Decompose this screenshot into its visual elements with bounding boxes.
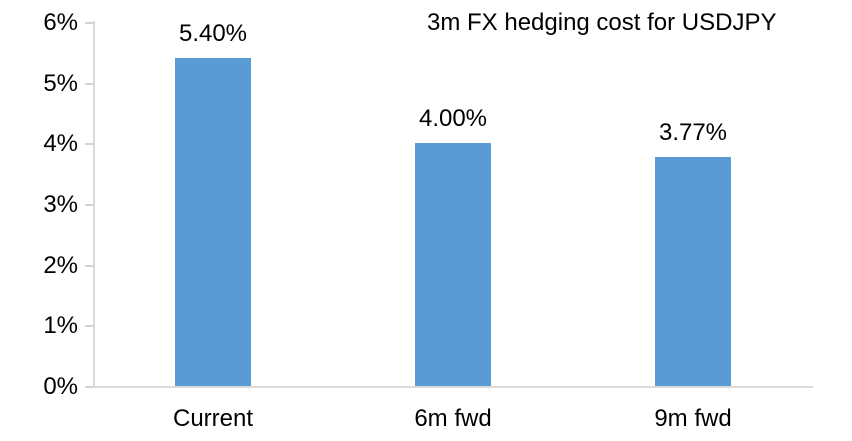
x-axis-category-label: 9m fwd <box>654 405 732 432</box>
bar-6m-fwd <box>415 143 491 386</box>
bar-9m-fwd <box>655 157 731 386</box>
chart-title: 3m FX hedging cost for USDJPY <box>427 9 777 36</box>
y-axis-tick-label: 4% <box>43 130 78 158</box>
y-axis-line <box>93 21 95 387</box>
y-axis-tick-label: 6% <box>43 9 78 36</box>
y-axis-tick <box>85 82 93 85</box>
bar-value-label: 4.00% <box>418 105 488 133</box>
bar-value-label: 3.77% <box>658 119 728 147</box>
y-axis-tick-label: 1% <box>43 312 78 340</box>
y-axis-tick <box>85 22 93 24</box>
x-axis-line <box>93 386 813 388</box>
y-axis-tick <box>85 325 93 328</box>
y-axis-tick-label: 3% <box>43 191 78 218</box>
x-axis-category-label: 6m fwd <box>414 405 492 432</box>
bar-current <box>175 58 251 386</box>
y-axis-tick-label: 2% <box>43 251 78 279</box>
y-axis-tick-label: 0% <box>43 373 78 400</box>
y-axis-tick-label: 5% <box>43 69 78 97</box>
x-axis-category-label: Current <box>172 405 254 432</box>
y-axis-tick <box>85 386 93 388</box>
bar-value-label: 5.40% <box>178 20 248 48</box>
y-axis-tick <box>85 204 93 206</box>
y-axis-tick <box>85 143 93 146</box>
y-axis-tick <box>85 264 93 267</box>
